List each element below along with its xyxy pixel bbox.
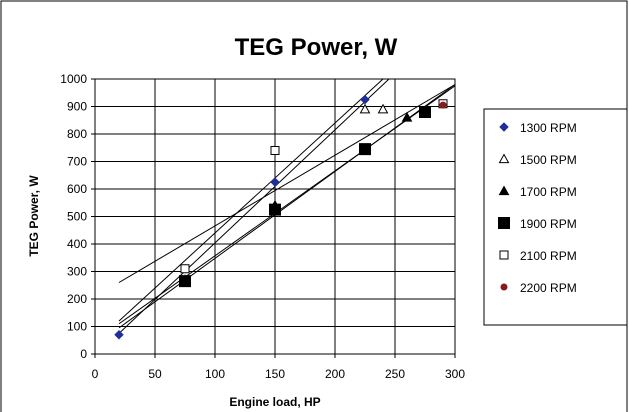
legend: 1300 RPM 1500 RPM 1700 RPM 1900 RPM 2100 RPM… bbox=[498, 121, 577, 295]
trendline bbox=[118, 84, 456, 329]
data-point bbox=[270, 177, 280, 187]
y-tick-label: 800 bbox=[67, 127, 87, 141]
trendline bbox=[118, 84, 456, 283]
trendline bbox=[118, 78, 384, 322]
legend-marker bbox=[498, 185, 510, 196]
data-point bbox=[360, 94, 370, 105]
y-tick-label: 1000 bbox=[60, 72, 87, 86]
y-tick-label: 300 bbox=[67, 265, 87, 279]
x-tick-label: 0 bbox=[92, 367, 99, 381]
y-tick-label: 600 bbox=[67, 182, 87, 196]
trendlines bbox=[118, 78, 456, 334]
data-point bbox=[180, 264, 190, 274]
data-point bbox=[401, 111, 413, 122]
data-point bbox=[359, 103, 371, 114]
y-axis-title: TEG Power, W bbox=[27, 175, 41, 257]
y-tick-label: 500 bbox=[67, 210, 87, 224]
legend-marker bbox=[498, 217, 510, 229]
legend-label: 2200 RPM bbox=[520, 281, 577, 295]
legend-label: 1300 RPM bbox=[520, 121, 577, 135]
data-point bbox=[377, 103, 389, 114]
chart-title: TEG Power, W bbox=[235, 34, 398, 61]
legend-label: 1500 RPM bbox=[520, 153, 577, 167]
y-tick-label: 700 bbox=[67, 155, 87, 169]
x-tick-label: 250 bbox=[385, 367, 405, 381]
x-tick-label: 200 bbox=[325, 367, 345, 381]
y-tick-labels: 0 100 200 300 400 500 600 700 800 900 1000 bbox=[60, 72, 95, 361]
legend-label: 1900 RPM bbox=[520, 217, 577, 231]
legend-marker bbox=[499, 250, 509, 260]
y-tick-label: 100 bbox=[67, 320, 87, 334]
x-tick-labels: 0 50 100 150 200 250 300 bbox=[92, 354, 465, 381]
data-point bbox=[179, 275, 191, 288]
gridlines bbox=[95, 79, 455, 354]
x-tick-label: 150 bbox=[265, 367, 285, 381]
legend-marker bbox=[498, 153, 510, 164]
data-point bbox=[114, 330, 124, 340]
y-tick-label: 900 bbox=[67, 100, 87, 114]
y-tick-label: 0 bbox=[80, 347, 87, 361]
data-point bbox=[270, 146, 280, 155]
data-points bbox=[114, 94, 448, 340]
x-tick-label: 100 bbox=[205, 367, 225, 381]
trendline bbox=[118, 78, 390, 334]
data-point bbox=[269, 203, 281, 216]
y-tick-label: 200 bbox=[67, 292, 87, 306]
y-tick-label: 400 bbox=[67, 237, 87, 251]
data-point bbox=[439, 101, 447, 109]
legend-marker bbox=[500, 283, 508, 291]
data-point bbox=[359, 143, 371, 156]
x-axis-title: Engine load, HP bbox=[229, 395, 320, 409]
legend-label: 2100 RPM bbox=[520, 249, 577, 263]
x-tick-label: 300 bbox=[445, 367, 465, 381]
x-tick-label: 50 bbox=[148, 367, 162, 381]
data-point bbox=[419, 106, 431, 118]
legend-label: 1700 RPM bbox=[520, 185, 577, 199]
legend-marker bbox=[499, 122, 509, 132]
